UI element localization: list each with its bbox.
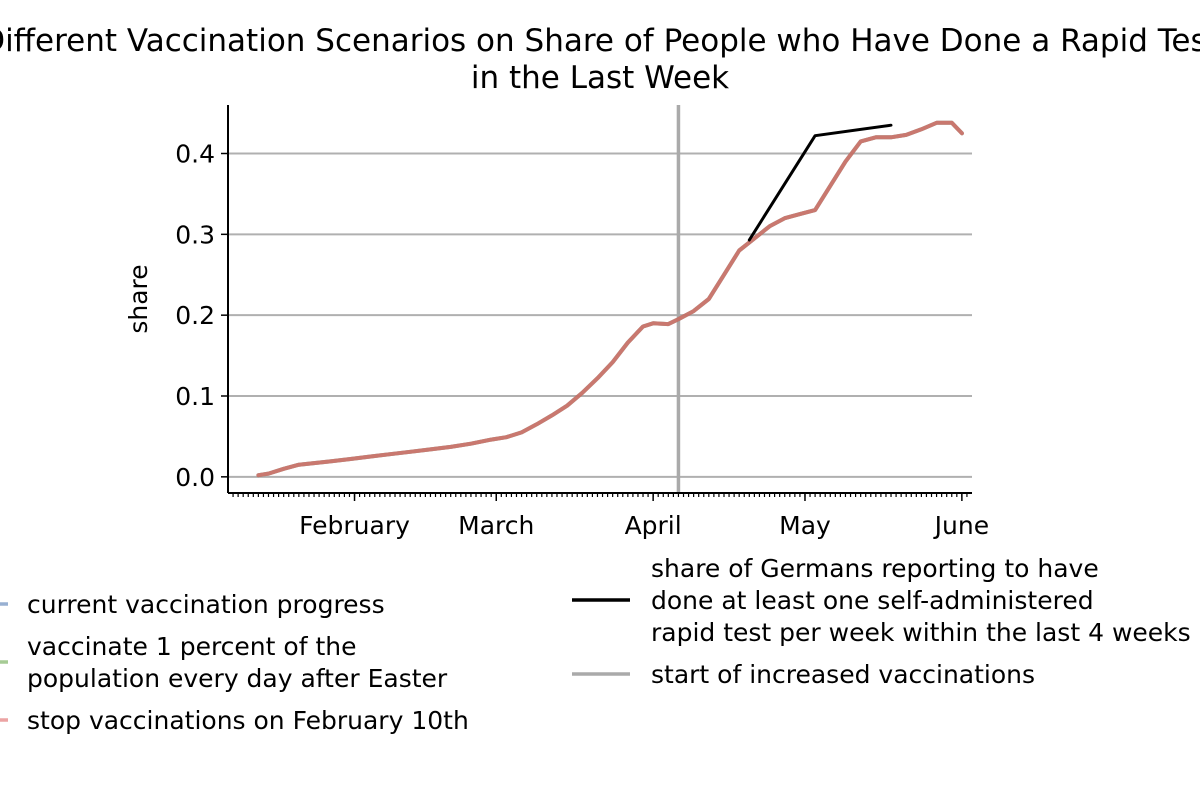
chart-title-line: in the Last Week	[471, 60, 729, 96]
y-tick-label: 0.3	[175, 220, 215, 249]
y-tick-label: 0.2	[175, 301, 215, 330]
series	[256, 120, 964, 478]
legend-label: done at least one self-administered	[651, 586, 1094, 615]
y-tick-label: 0.0	[175, 463, 215, 492]
y-axis-label: share	[124, 264, 153, 333]
grid	[228, 152, 972, 478]
y-tick-label: 0.4	[175, 140, 215, 169]
legend: current vaccination progress vaccinate 1 …	[0, 554, 1191, 735]
series-line-0	[256, 120, 964, 478]
y-tick-label: 0.1	[175, 382, 215, 411]
legend-label: rapid test per week within the last 4 we…	[651, 618, 1191, 647]
x-tick-label: February	[299, 511, 410, 540]
chart-title: Different Vaccination Scenarios on Share…	[0, 23, 1200, 96]
chart-title-line: Different Vaccination Scenarios on Share…	[0, 23, 1200, 59]
legend-label: stop vaccinations on February 10th	[27, 706, 469, 735]
x-tick-label: May	[779, 511, 831, 540]
series-line-2	[256, 120, 964, 478]
legend-label: start of increased vaccinations	[651, 660, 1035, 689]
axes: 0.0 0.1 0.2 0.3 0.4 February March April May June…	[124, 105, 989, 540]
legend-label: current vaccination progress	[27, 590, 385, 619]
series-line-3	[747, 123, 893, 242]
series-line-1	[256, 120, 964, 478]
legend-label: share of Germans reporting to have	[651, 554, 1099, 583]
legend-label: vaccinate 1 percent of the	[27, 632, 356, 661]
x-tick-label: March	[458, 511, 534, 540]
legend-label: population every day after Easter	[27, 664, 448, 693]
x-tick-label: April	[625, 511, 682, 540]
x-tick-label: June	[933, 511, 989, 540]
